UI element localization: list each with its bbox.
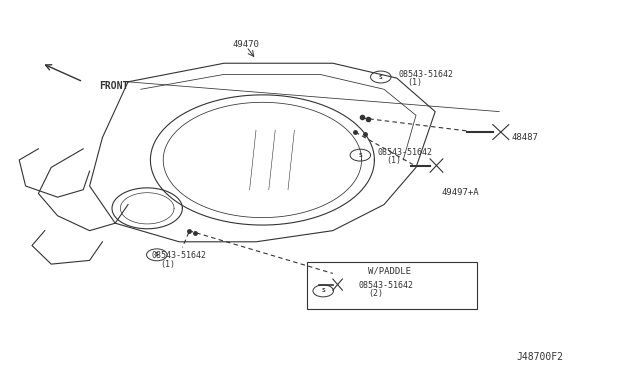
Text: S: S [358,153,362,158]
Text: (1): (1) [407,78,422,87]
Text: (1): (1) [160,260,175,269]
Text: 08543-51642: 08543-51642 [378,148,433,157]
Text: S: S [321,288,325,294]
Text: S: S [155,252,159,257]
Text: J48700F2: J48700F2 [516,352,563,362]
Text: FRONT: FRONT [99,81,129,90]
FancyBboxPatch shape [307,262,477,309]
Text: W/PADDLE: W/PADDLE [368,266,411,275]
Text: 49470: 49470 [233,40,260,49]
Text: 49497+A: 49497+A [442,188,479,197]
Text: 08543-51642: 08543-51642 [358,281,413,290]
Text: 08543-51642: 08543-51642 [152,251,207,260]
Text: S: S [379,74,383,80]
Text: (2): (2) [369,289,383,298]
Text: (1): (1) [387,156,401,165]
Text: 48487: 48487 [511,133,538,142]
Text: 08543-51642: 08543-51642 [398,70,453,79]
